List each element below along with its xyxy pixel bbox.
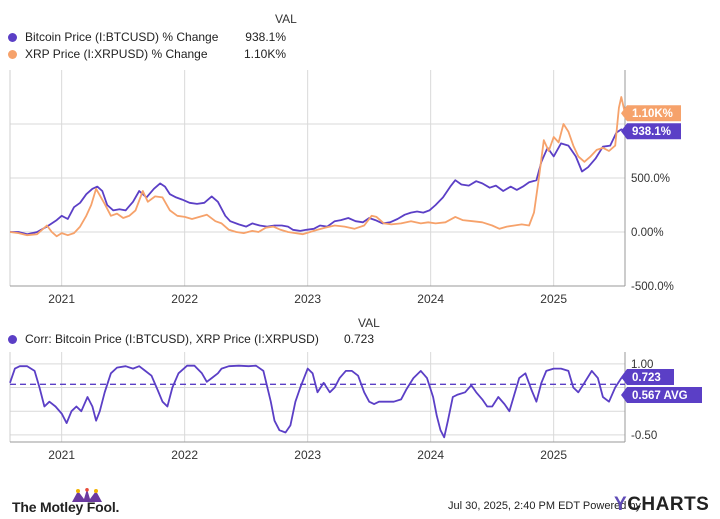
y-tick-label: 0.00% (631, 227, 664, 239)
end-label-tag (621, 105, 681, 122)
legend-value-btc: 938.1% (245, 30, 286, 44)
ycharts-logo: YCHARTS (614, 494, 709, 516)
x-tick-label: 2024 (417, 448, 444, 462)
ycharts-y-glyph: Y (614, 494, 628, 515)
x-tick-label: 2023 (294, 448, 321, 462)
legend-item-btc: Bitcoin Price (I:BTCUSD) % Change (8, 30, 218, 44)
x-tick-label: 2021 (48, 292, 75, 306)
price-change-chart: 2021 2022 2023 2024 2025 500.0% 0.00% -500.0% 1.… (9, 70, 681, 306)
legend-value-corr: 0.723 (343, 332, 374, 346)
end-label-text: 938.1% (632, 126, 671, 138)
legend-value-xrp: 1.10K% (243, 47, 286, 61)
xrp-dot-icon (8, 49, 17, 59)
corr-dot-icon (8, 334, 17, 344)
y-tick-label: -0.50 (631, 430, 657, 442)
x-tick-label: 2023 (294, 292, 321, 306)
x-tick-label: 2021 (48, 448, 75, 462)
avg-label-text: 0.567 AVG (632, 390, 688, 402)
end-label-tag (621, 123, 681, 140)
correlation-chart: 2021 2022 2023 2024 2025 1.00 -0.50 0.723 0.567 … (9, 352, 702, 462)
series-line-0 (9, 364, 626, 439)
end-label-text: 0.723 (632, 372, 661, 384)
btc-dot-icon (8, 32, 17, 42)
y-tick-label: -500.0% (631, 281, 674, 293)
avg-label-tag (621, 386, 702, 403)
jester-hat-icon (72, 488, 102, 502)
series-line-0 (10, 128, 626, 236)
bottom-legend: VAL Corr: Bitcoin Price (I:BTCUSD), XRP … (8, 316, 408, 350)
x-tick-label: 2024 (417, 292, 444, 306)
y-tick-label: 500.0% (631, 173, 670, 185)
corr-legend-header: VAL (358, 316, 380, 330)
x-tick-label: 2022 (171, 448, 198, 462)
legend-header: VAL (275, 12, 297, 26)
legend-label-btc: Bitcoin Price (I:BTCUSD) % Change (25, 30, 219, 44)
legend-item-corr: Corr: Bitcoin Price (I:BTCUSD), XRP Pric… (8, 332, 319, 346)
x-tick-label: 2025 (540, 292, 567, 306)
y-tick-label: 1.00 (631, 359, 653, 371)
legend-label-xrp: XRP Price (I:XRPUSD) % Change (25, 47, 208, 61)
x-tick-label: 2022 (171, 292, 198, 306)
timestamp: Jul 30, 2025, 2:40 PM EDT Powered by (448, 500, 642, 512)
legend-item-xrp: XRP Price (I:XRPUSD) % Change (8, 47, 208, 61)
end-label-text: 1.10K% (632, 108, 673, 120)
series-line-1 (9, 96, 626, 238)
motley-fool-logo: The Motley Fool. (12, 499, 120, 515)
legend-label-corr: Corr: Bitcoin Price (I:BTCUSD), XRP Pric… (25, 332, 319, 346)
top-legend: VAL Bitcoin Price (I:BTCUSD) % Change 93… (8, 12, 308, 62)
x-tick-label: 2025 (540, 448, 567, 462)
ycharts-wordmark: CHARTS (627, 494, 710, 515)
end-label-tag (621, 368, 674, 385)
